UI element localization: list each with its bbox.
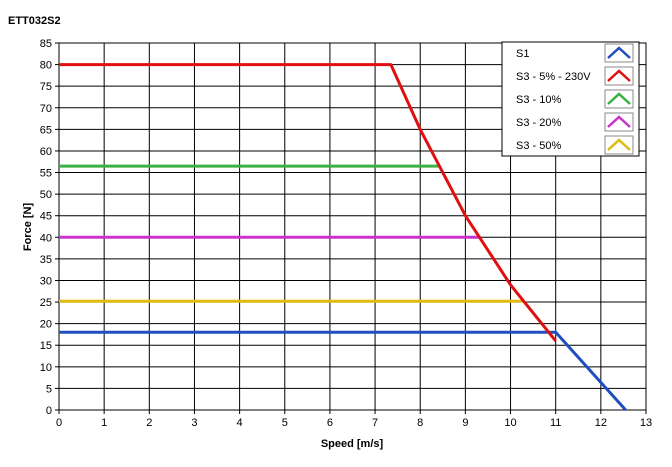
grid bbox=[59, 43, 646, 410]
y-tick-label: 80 bbox=[40, 60, 52, 72]
y-tick-label: 60 bbox=[40, 146, 52, 158]
y-tick-label: 0 bbox=[46, 405, 52, 417]
x-tick-label: 6 bbox=[327, 417, 333, 429]
y-tick-label: 45 bbox=[40, 211, 52, 223]
y-tick-label: 5 bbox=[46, 383, 52, 395]
x-tick-label: 8 bbox=[417, 417, 423, 429]
legend-swatch-2 bbox=[607, 92, 631, 105]
x-tick-label: 7 bbox=[372, 417, 378, 429]
legend-swatch-3 bbox=[607, 115, 631, 128]
legend-swatch-box bbox=[604, 43, 634, 63]
y-tick-label: 15 bbox=[40, 340, 52, 352]
y-tick-label: 65 bbox=[40, 124, 52, 136]
legend-label: S3 - 50% bbox=[516, 140, 561, 152]
y-tick-label: 30 bbox=[40, 275, 52, 287]
legend: S1 S3 - 5% - 230V S3 - 10% S3 - 20% S3 - 50% bbox=[501, 41, 640, 157]
y-tick-label: 20 bbox=[40, 319, 52, 331]
x-tick-label: 10 bbox=[504, 417, 516, 429]
x-tick-label: 4 bbox=[237, 417, 243, 429]
legend-label: S3 - 10% bbox=[516, 94, 561, 106]
x-tick-label: 9 bbox=[462, 417, 468, 429]
legend-label: S1 bbox=[516, 48, 529, 60]
legend-swatch-box bbox=[604, 66, 634, 86]
y-tick-label: 35 bbox=[40, 254, 52, 266]
series bbox=[59, 63, 627, 412]
x-tick-label: 1 bbox=[101, 417, 107, 429]
y-tick-label: 25 bbox=[40, 297, 52, 309]
y-tick-label: 50 bbox=[40, 189, 52, 201]
series-line-1 bbox=[59, 63, 557, 342]
axis-ticks: 0 1 2 3 4 5 6 7 8 9 10 11 12 130510152025303540455055… bbox=[40, 38, 652, 429]
chart-title: ETT032S2 bbox=[8, 15, 61, 27]
x-tick-label: 11 bbox=[550, 417, 561, 429]
y-tick-label: 75 bbox=[40, 81, 52, 93]
x-tick-label: 2 bbox=[146, 417, 152, 429]
legend-swatch-1 bbox=[607, 69, 631, 82]
y-tick-label: 55 bbox=[40, 168, 52, 180]
legend-swatch-box bbox=[604, 89, 634, 109]
legend-label: S3 - 5% - 230V bbox=[516, 71, 591, 83]
y-tick-label: 40 bbox=[40, 232, 52, 244]
y-axis-title: Force [N] bbox=[22, 203, 34, 252]
y-tick-label: 70 bbox=[40, 103, 52, 115]
x-tick-label: 0 bbox=[56, 417, 62, 429]
series-line-0 bbox=[59, 330, 627, 412]
x-tick-label: 12 bbox=[595, 417, 607, 429]
x-tick-label: 5 bbox=[282, 417, 288, 429]
x-tick-label: 3 bbox=[191, 417, 197, 429]
x-tick-label: 13 bbox=[640, 417, 652, 429]
y-tick-label: 10 bbox=[40, 362, 52, 374]
y-tick-label: 85 bbox=[40, 38, 52, 50]
legend-swatch-box bbox=[604, 112, 634, 132]
legend-swatch-4 bbox=[607, 138, 631, 151]
x-axis-title: Speed [m/s] bbox=[321, 438, 384, 450]
legend-swatch-box bbox=[604, 135, 634, 155]
legend-swatch-0 bbox=[607, 46, 631, 59]
legend-label: S3 - 20% bbox=[516, 117, 561, 129]
